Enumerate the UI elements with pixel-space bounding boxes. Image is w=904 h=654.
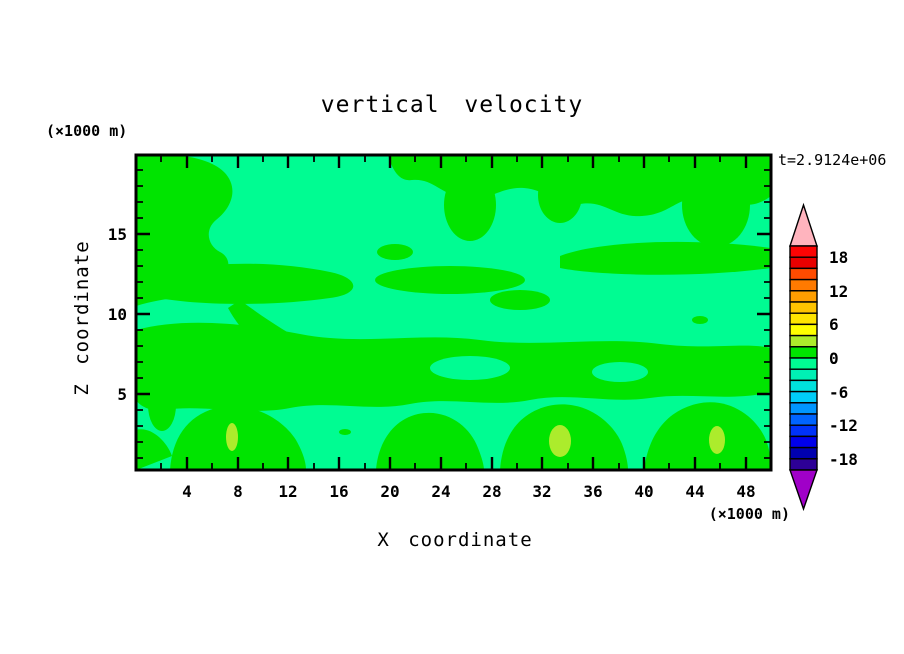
colorbar-box <box>789 245 818 258</box>
time-annotation: t=2.9124e+06 <box>778 151 886 169</box>
patch-bottom-plume <box>376 412 484 470</box>
patch-lobe <box>444 169 496 241</box>
patch-speck <box>593 425 603 431</box>
colorbar-box <box>789 413 818 426</box>
colorbar-box <box>789 301 818 314</box>
z-axis-units-label: (×1000 m) <box>46 122 127 140</box>
x-tick-label: 28 <box>482 482 501 501</box>
z-axis-minor-ticks-left <box>136 169 143 459</box>
maximum-spot <box>709 426 725 454</box>
colorbar-label: -6 <box>829 383 848 402</box>
patch-left-oval <box>148 379 176 431</box>
x-axis-label: X coordinate <box>377 529 532 551</box>
patch-speck <box>490 290 550 310</box>
x-tick-label: 44 <box>685 482 704 501</box>
colorbar-labels: 18 12 6 0 -6 -12 -18 <box>829 248 858 469</box>
colorbar-label: -18 <box>829 450 858 469</box>
colorbar-box <box>789 390 818 404</box>
x-tick-label: 16 <box>329 482 348 501</box>
z-axis-tick-labels: 5 10 15 <box>108 225 127 404</box>
contour-field <box>136 155 771 470</box>
colorbar-box <box>789 312 818 326</box>
colorbar-label: 0 <box>829 349 839 368</box>
patch-mid-streak <box>375 266 525 294</box>
patch-bottom-plume <box>644 402 771 470</box>
colorbar-label: 18 <box>829 248 848 267</box>
z-tick-label: 10 <box>108 305 127 324</box>
colorbar-label: 12 <box>829 282 848 301</box>
maximum-spot <box>226 423 238 451</box>
z-axis-major-ticks-right <box>757 232 771 396</box>
x-tick-label: 24 <box>431 482 450 501</box>
x-tick-label: 40 <box>634 482 653 501</box>
patch-speck <box>692 316 708 324</box>
x-tick-label: 20 <box>380 482 399 501</box>
patch-bottom-left-corner <box>136 429 172 470</box>
z-tick-label: 5 <box>117 385 127 404</box>
colorbar-box <box>789 334 818 348</box>
patch-mid-streak-left <box>150 263 354 304</box>
patch-diagonal-streak <box>228 300 390 390</box>
x-axis-tick-labels: 4 8 12 16 20 24 28 32 36 40 44 48 <box>182 482 755 501</box>
colorbar-box <box>789 435 818 449</box>
maximum-spot <box>549 425 571 457</box>
colorbar-box <box>789 256 818 270</box>
colorbar-box <box>789 458 818 471</box>
x-axis-units-label: (×1000 m) <box>709 505 790 523</box>
x-tick-label: 4 <box>182 482 192 501</box>
patch-bottom-plume <box>170 406 306 470</box>
x-axis-major-ticks-top <box>185 155 748 168</box>
z-axis-minor-ticks-right <box>764 169 771 459</box>
x-axis-minor-ticks-bottom <box>160 463 721 470</box>
colorbar-box <box>789 267 818 281</box>
patch-lobe <box>538 167 582 223</box>
plot-title: vertical velocity <box>321 92 583 118</box>
z-axis-major-ticks-left <box>136 232 150 396</box>
patch-mid-streak-right <box>560 241 771 275</box>
colorbar-box <box>789 346 818 359</box>
colorbar-under-arrow <box>789 469 818 512</box>
colorbar-box <box>789 290 818 303</box>
colorbar-box <box>789 278 818 292</box>
x-tick-label: 12 <box>278 482 297 501</box>
z-tick-label: 15 <box>108 225 127 244</box>
colorbar-label: -12 <box>829 416 858 435</box>
x-tick-label: 36 <box>583 482 602 501</box>
plot-border <box>134 153 773 472</box>
z-axis-label: Z coordinate <box>71 240 93 395</box>
band-hole <box>592 362 648 382</box>
colorbar-box <box>789 357 818 370</box>
patch-speck <box>246 422 254 428</box>
patch-speck <box>339 429 351 435</box>
colorbar-box <box>789 379 818 393</box>
patch-lobe <box>682 163 750 247</box>
x-tick-label: 48 <box>736 482 755 501</box>
band-hole <box>430 356 510 380</box>
colorbar-box <box>789 368 818 382</box>
colorbar-over-arrow <box>789 202 818 247</box>
contour-maxima-spots <box>226 423 725 457</box>
colorbar-box <box>789 424 818 438</box>
colorbar-box <box>789 446 818 460</box>
colorbar-label: 6 <box>829 315 839 334</box>
x-tick-label: 8 <box>233 482 243 501</box>
patch-speck <box>377 244 413 260</box>
x-tick-label: 32 <box>532 482 551 501</box>
colorbar-box <box>789 323 818 337</box>
contour-patches-positive <box>136 155 771 470</box>
x-axis-minor-ticks-top <box>160 155 721 162</box>
x-axis-major-ticks-bottom <box>185 457 748 470</box>
colorbar-box <box>789 402 818 415</box>
colorbar <box>789 202 818 512</box>
